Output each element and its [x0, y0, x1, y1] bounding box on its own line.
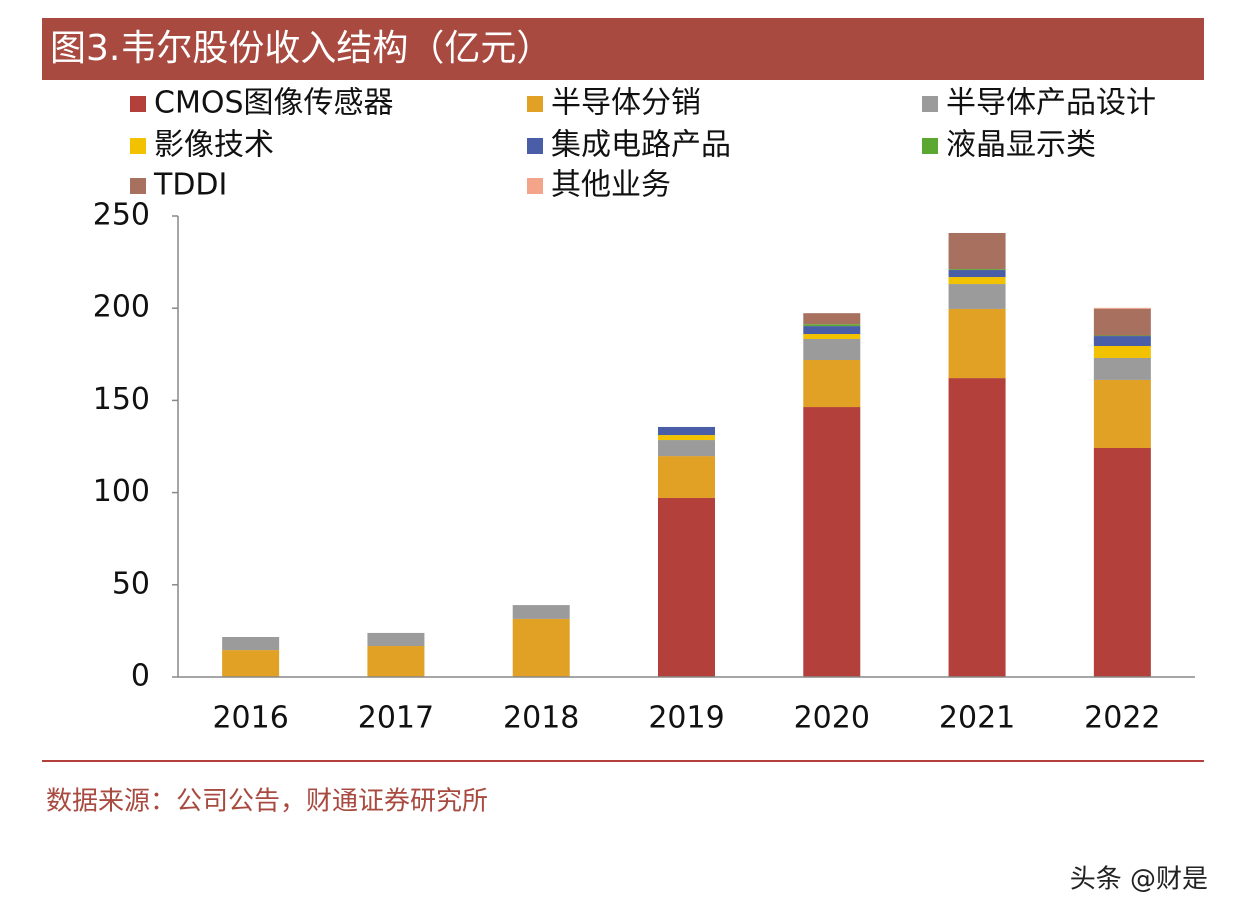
bar-segment [1093, 357, 1151, 380]
bar-segment [1093, 336, 1151, 347]
legend-swatch [130, 138, 146, 154]
legend-swatch [130, 96, 146, 112]
y-tick-label: 50 [112, 566, 150, 601]
title-banner [42, 18, 1204, 80]
bar-segment [948, 270, 1006, 278]
bar-segment [658, 426, 715, 436]
x-tick-label: 2016 [212, 701, 288, 736]
bar-segment [367, 646, 425, 677]
x-tick-label: 2018 [503, 701, 579, 736]
bar-segment [658, 435, 715, 441]
y-tick-label: 150 [93, 382, 150, 417]
bar-segment [1093, 307, 1151, 309]
bar-segment [803, 324, 861, 327]
legend-label: 半导体分销 [551, 86, 701, 121]
bar-segment [803, 360, 861, 408]
legend-swatch [922, 96, 938, 112]
legend-label: TDDI [153, 168, 227, 203]
y-tick-label: 250 [93, 198, 150, 233]
bar-segment [948, 277, 1006, 285]
x-tick-label: 2017 [358, 701, 434, 736]
legend-swatch [130, 178, 146, 194]
bar-segment [803, 326, 861, 335]
bar-segment [512, 605, 570, 619]
bar-segment [1093, 335, 1151, 337]
legend-label: 其他业务 [551, 168, 671, 203]
legend-label: 半导体产品设计 [946, 86, 1156, 121]
bar-segment [512, 618, 570, 677]
legend-label: 影像技术 [154, 128, 274, 163]
bar-segment [948, 284, 1006, 309]
source: 数据来源：公司公告，财通证券研究所 [46, 787, 488, 817]
bar-segment [948, 269, 1006, 271]
bar-segment [222, 636, 280, 651]
legend-label: 液晶显示类 [946, 128, 1096, 163]
x-tick-label: 2019 [648, 701, 724, 736]
bar-segment [1093, 447, 1151, 677]
bar-segment [803, 407, 861, 677]
bar-segment [803, 334, 861, 339]
x-tick-label: 2020 [794, 701, 870, 736]
legend-swatch [527, 96, 543, 112]
bar-segment [658, 456, 715, 498]
legend-swatch [527, 178, 543, 194]
x-tick-label: 2022 [1084, 701, 1160, 736]
legend-swatch [527, 138, 543, 154]
bar-segment [948, 378, 1006, 677]
bar-segment [367, 632, 425, 647]
chart-title: 图3.韦尔股份收入结构（亿元） [50, 28, 552, 69]
y-tick-label: 200 [93, 290, 150, 325]
legend-label: CMOS图像传感器 [154, 86, 394, 121]
y-tick-label: 100 [93, 474, 150, 509]
legend-label: 集成电路产品 [551, 128, 731, 163]
bar-segment [658, 440, 715, 457]
bar-segment [1093, 346, 1151, 358]
bar-segment [948, 308, 1006, 379]
bar-segment [1093, 308, 1151, 336]
bar-segment [1093, 379, 1151, 448]
x-tick-label: 2021 [939, 701, 1015, 736]
bar-segment [803, 338, 861, 361]
y-tick-label: 0 [131, 659, 150, 694]
legend-swatch [922, 138, 938, 154]
bar-segment [948, 232, 1006, 270]
bar-segment [803, 313, 861, 325]
bar-segment [222, 650, 280, 677]
bar-segment [658, 497, 715, 677]
watermark: 头条 @财是 [1070, 865, 1208, 895]
